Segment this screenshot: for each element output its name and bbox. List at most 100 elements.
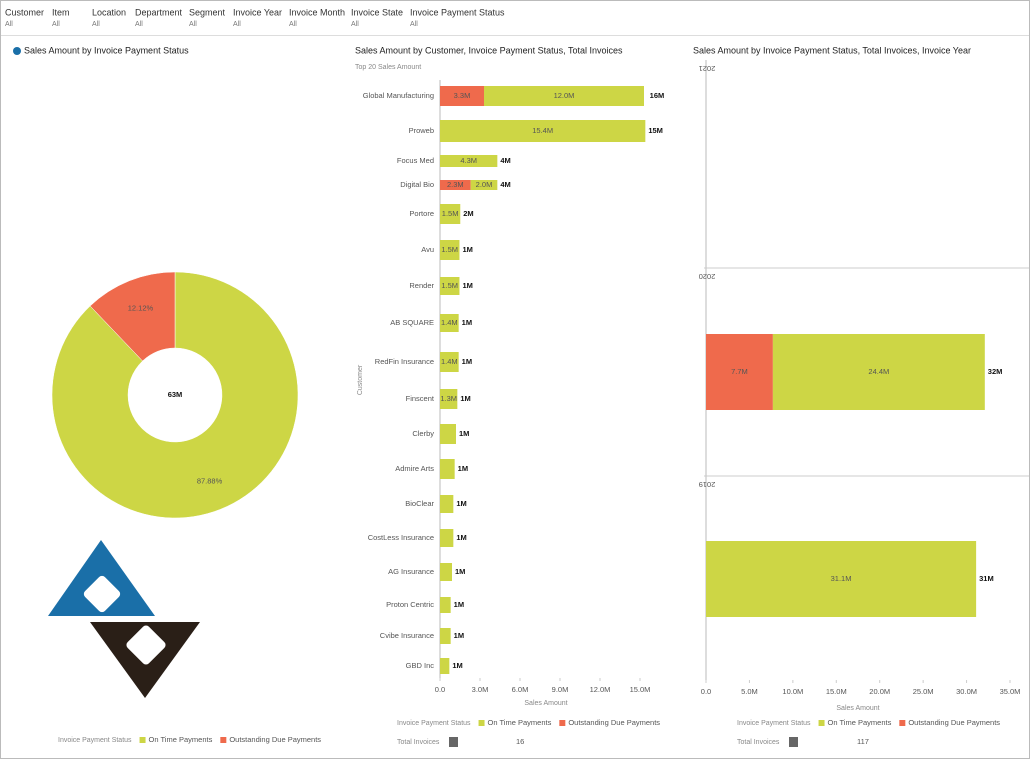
y-tick-label: BioClear	[405, 499, 434, 508]
value-label: 2.3M	[447, 180, 464, 189]
filter-value[interactable]: All	[92, 21, 100, 28]
filter-value[interactable]: All	[5, 21, 13, 28]
filter-name[interactable]: Customer	[5, 7, 44, 17]
total-label: 1M	[456, 533, 466, 542]
chart-icon	[13, 47, 21, 55]
x-tick-label: 15.0M	[630, 685, 651, 694]
x-tick-label: 9.0M	[552, 685, 569, 694]
bar-segment	[440, 352, 459, 372]
value-label: 15.4M	[532, 126, 553, 135]
y-tick-label: Digital Bio	[400, 180, 434, 189]
legend-swatch	[139, 737, 146, 743]
y-tick-label: Focus Med	[397, 156, 434, 165]
bar-segment	[484, 86, 644, 106]
x-tick-label: 12.0M	[590, 685, 611, 694]
bar-segment	[440, 240, 460, 260]
bar-segment	[440, 180, 471, 190]
y-tick-label: Finscent	[406, 394, 435, 403]
filter-name[interactable]: Invoice Payment Status	[410, 7, 505, 17]
bar-segment	[440, 120, 646, 142]
value-label: 1.4M	[441, 318, 458, 327]
total-label: 1M	[454, 600, 464, 609]
total-label: 1M	[458, 464, 468, 473]
legend-swatch	[899, 720, 906, 726]
bar-segment	[440, 495, 454, 513]
y-axis-label: Customer	[357, 364, 364, 395]
donut-slice	[89, 271, 176, 362]
total-label: 1M	[462, 318, 472, 327]
bar-segment	[440, 628, 451, 644]
filter-name[interactable]: Location	[92, 7, 126, 17]
total-label: 1M	[454, 631, 464, 640]
filter-value[interactable]: All	[289, 21, 297, 28]
size-legend-title: Total Invoices	[397, 739, 440, 746]
bar-segment	[440, 459, 455, 479]
filter-value[interactable]: All	[233, 21, 241, 28]
legend-label: Outstanding Due Payments	[568, 718, 660, 727]
total-label: 15M	[648, 126, 663, 135]
total-label: 1M	[462, 281, 472, 290]
legend-label: Outstanding Due Payments	[229, 735, 321, 744]
filter-name[interactable]: Segment	[189, 7, 226, 17]
bar-segment	[440, 424, 456, 444]
x-tick-label: 0.0	[701, 687, 711, 696]
value-label: 7.7M	[731, 367, 748, 376]
filter-name[interactable]: Department	[135, 7, 183, 17]
total-label: 16M	[650, 91, 665, 100]
filter-value[interactable]: All	[351, 21, 359, 28]
filter-name[interactable]: Invoice Year	[233, 7, 282, 17]
value-label: 3.3M	[454, 91, 471, 100]
bar-segment	[440, 204, 461, 224]
total-label: 1M	[460, 394, 470, 403]
total-label: 1M	[462, 245, 472, 254]
filter-value[interactable]: All	[410, 21, 418, 28]
bar-segment	[706, 334, 773, 410]
x-tick-label: 0.0	[435, 685, 445, 694]
filter-value[interactable]: All	[52, 21, 60, 28]
legend-title: Invoice Payment Status	[58, 737, 132, 744]
y-tick-label: AB SQUARE	[390, 318, 434, 327]
size-legend-icon	[789, 737, 798, 747]
size-legend-value: 16	[516, 737, 524, 746]
y-tick-label: Proweb	[409, 126, 434, 135]
legend-swatch	[559, 720, 566, 726]
total-label: 1M	[452, 661, 462, 670]
filter-value[interactable]: All	[135, 21, 143, 28]
total-label: 1M	[459, 429, 469, 438]
bar-segment	[470, 180, 498, 190]
value-label: 1.4M	[441, 357, 458, 366]
facet-label: 2019	[699, 480, 716, 489]
filter-name[interactable]: Item	[52, 7, 70, 17]
x-tick-label: 15.0M	[826, 687, 847, 696]
legend-label: On Time Payments	[488, 718, 552, 727]
value-label: 12.0M	[554, 91, 575, 100]
chart-title: Sales Amount by Customer, Invoice Paymen…	[355, 45, 623, 55]
x-tick-label: 25.0M	[913, 687, 934, 696]
bar-segment	[440, 389, 458, 409]
chart-subtitle: Top 20 Sales Amount	[355, 64, 421, 71]
filter-value[interactable]: All	[189, 21, 197, 28]
chart-title: Sales Amount by Invoice Payment Status	[24, 45, 189, 55]
slice-label: 87.88%	[197, 476, 223, 485]
facet-label: 2020	[699, 272, 716, 281]
value-label: 1.5M	[441, 281, 458, 290]
size-legend-title: Total Invoices	[737, 739, 780, 746]
bar-segment	[440, 314, 459, 332]
chart-title: Sales Amount by Invoice Payment Status, …	[693, 45, 971, 55]
filter-name[interactable]: Invoice State	[351, 7, 403, 17]
legend-label: Outstanding Due Payments	[908, 718, 1000, 727]
value-label: 24.4M	[868, 367, 889, 376]
y-tick-label: CostLess Insurance	[368, 533, 434, 542]
total-label: 32M	[988, 367, 1003, 376]
value-label: 31.1M	[831, 574, 852, 583]
x-tick-label: 35.0M	[1000, 687, 1021, 696]
x-tick-label: 6.0M	[512, 685, 529, 694]
legend-label: On Time Payments	[828, 718, 892, 727]
x-axis-label: Sales Amount	[836, 705, 879, 712]
y-tick-label: Avu	[421, 245, 434, 254]
size-legend-value: 117	[857, 737, 869, 746]
filter-name[interactable]: Invoice Month	[289, 7, 345, 17]
legend-swatch	[478, 720, 485, 726]
legend-swatch	[818, 720, 825, 726]
